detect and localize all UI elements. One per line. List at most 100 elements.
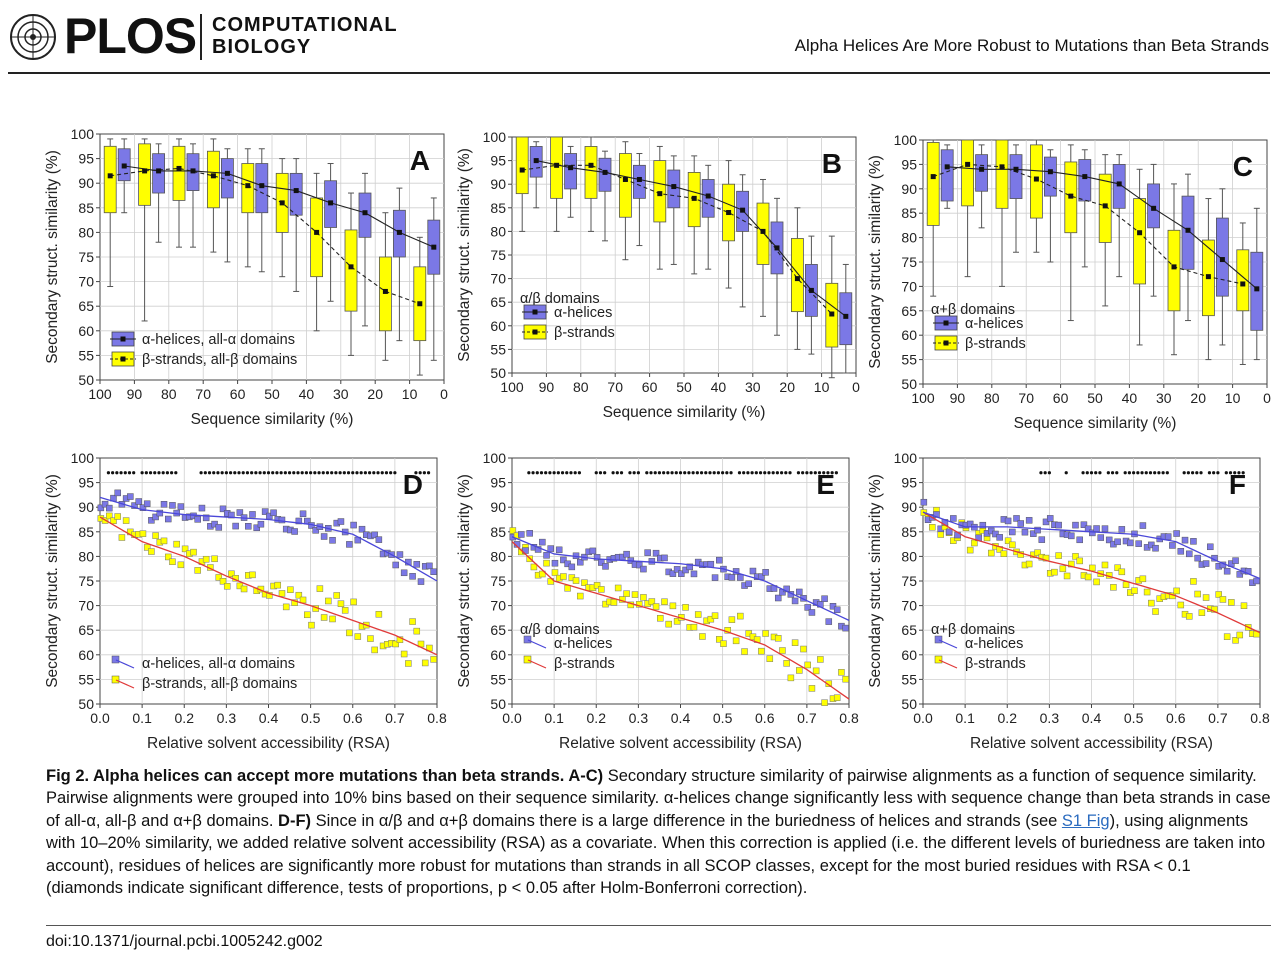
strand-box bbox=[619, 153, 632, 218]
helix-point bbox=[920, 498, 928, 506]
helix-point bbox=[673, 566, 681, 573]
s1-fig-link[interactable]: S1 Fig bbox=[1061, 811, 1110, 830]
legend-label: α-helices, all-α domains bbox=[142, 332, 295, 348]
median-marker bbox=[1047, 169, 1053, 175]
significance-marker bbox=[1127, 471, 1132, 475]
significance-marker bbox=[565, 471, 569, 475]
strand-point bbox=[110, 517, 117, 525]
y-tick-label: 75 bbox=[78, 573, 94, 589]
helix-point bbox=[1207, 543, 1214, 551]
median-marker bbox=[245, 183, 251, 189]
median-marker bbox=[760, 228, 766, 234]
helix-point bbox=[728, 574, 736, 581]
significance-marker bbox=[539, 471, 544, 475]
helix-point bbox=[825, 618, 833, 625]
x-tick-label: 80 bbox=[984, 390, 1000, 406]
significance-marker bbox=[271, 471, 275, 475]
helix-point bbox=[1169, 542, 1176, 549]
median-marker bbox=[568, 165, 574, 171]
significance-marker bbox=[330, 471, 334, 475]
significance-marker bbox=[758, 471, 763, 475]
significance-marker bbox=[1085, 471, 1089, 475]
significance-marker bbox=[687, 471, 691, 475]
x-tick-label: 0.1 bbox=[955, 710, 975, 726]
significance-marker bbox=[1212, 471, 1216, 475]
strand-point bbox=[1215, 591, 1222, 598]
helix-point bbox=[270, 509, 277, 517]
significance-marker bbox=[548, 471, 552, 475]
helix-point bbox=[400, 569, 408, 577]
y-tick-label: 80 bbox=[78, 224, 94, 240]
strand-point bbox=[325, 597, 332, 605]
median-marker bbox=[1068, 193, 1074, 199]
legend-label: β-strands bbox=[965, 656, 1026, 672]
median-marker bbox=[636, 176, 642, 182]
helix-point bbox=[745, 580, 752, 587]
helix-fit-line bbox=[511, 536, 850, 621]
median-marker bbox=[176, 165, 182, 171]
y-tick-label: 70 bbox=[78, 598, 94, 614]
significance-marker bbox=[1165, 471, 1169, 475]
y-tick-label: 95 bbox=[490, 475, 506, 491]
significance-marker bbox=[1140, 471, 1144, 475]
y-tick-label: 55 bbox=[490, 671, 506, 687]
strand-point bbox=[215, 574, 223, 581]
strand-point bbox=[682, 604, 689, 611]
strand-point bbox=[762, 630, 769, 637]
strand-point bbox=[1143, 588, 1151, 596]
strand-point bbox=[375, 611, 383, 618]
significance-marker bbox=[414, 471, 418, 475]
significance-marker bbox=[775, 471, 779, 475]
significance-marker bbox=[1047, 471, 1051, 475]
significance-marker bbox=[1039, 471, 1043, 475]
median-marker bbox=[1219, 257, 1225, 263]
significance-marker bbox=[552, 471, 556, 475]
helix-point bbox=[1164, 533, 1172, 540]
strand-point bbox=[1173, 587, 1180, 595]
y-tick-label: 95 bbox=[901, 475, 917, 491]
strand-point bbox=[228, 570, 235, 578]
significance-marker bbox=[1043, 471, 1047, 475]
median-marker bbox=[843, 313, 849, 319]
significance-marker bbox=[237, 471, 241, 475]
y-tick-label: 70 bbox=[78, 274, 94, 290]
helix-point bbox=[678, 570, 685, 577]
y-tick-label: 65 bbox=[901, 303, 917, 319]
y-axis-label: Secondary struct. similarity (%) bbox=[44, 474, 61, 688]
helix-point bbox=[791, 597, 799, 605]
y-tick-label: 60 bbox=[901, 647, 917, 663]
significance-marker bbox=[780, 471, 784, 475]
helix-point bbox=[228, 511, 235, 519]
y-tick-label: 100 bbox=[71, 126, 95, 142]
significance-marker bbox=[805, 471, 809, 475]
helix-point bbox=[101, 500, 109, 508]
significance-marker bbox=[325, 471, 330, 475]
y-tick-label: 80 bbox=[490, 223, 506, 239]
helix-point bbox=[1173, 530, 1180, 537]
helix-point bbox=[143, 500, 151, 507]
legend-title: α/β domains bbox=[520, 291, 600, 307]
median-marker bbox=[519, 167, 525, 173]
y-tick-label: 100 bbox=[483, 129, 507, 145]
helix-point bbox=[737, 574, 744, 581]
x-tick-label: 90 bbox=[539, 379, 555, 395]
significance-marker bbox=[283, 471, 287, 475]
legend-marker bbox=[943, 320, 949, 326]
helix-point bbox=[652, 549, 660, 557]
median-marker bbox=[1254, 286, 1260, 292]
helix-box bbox=[1009, 154, 1023, 199]
helix-point bbox=[1046, 515, 1054, 522]
x-tick-label: 80 bbox=[573, 379, 589, 395]
strand-point bbox=[337, 600, 345, 607]
median-marker bbox=[293, 188, 299, 194]
strand-point bbox=[720, 640, 727, 647]
significance-marker bbox=[351, 471, 355, 475]
y-tick-label: 85 bbox=[901, 524, 917, 540]
significance-marker bbox=[359, 471, 363, 475]
median-marker bbox=[142, 168, 148, 174]
strand-point bbox=[937, 531, 944, 538]
x-tick-label: 20 bbox=[779, 379, 795, 395]
legend-marker bbox=[523, 655, 532, 664]
helix-point bbox=[829, 602, 837, 610]
y-tick-label: 50 bbox=[490, 696, 506, 712]
